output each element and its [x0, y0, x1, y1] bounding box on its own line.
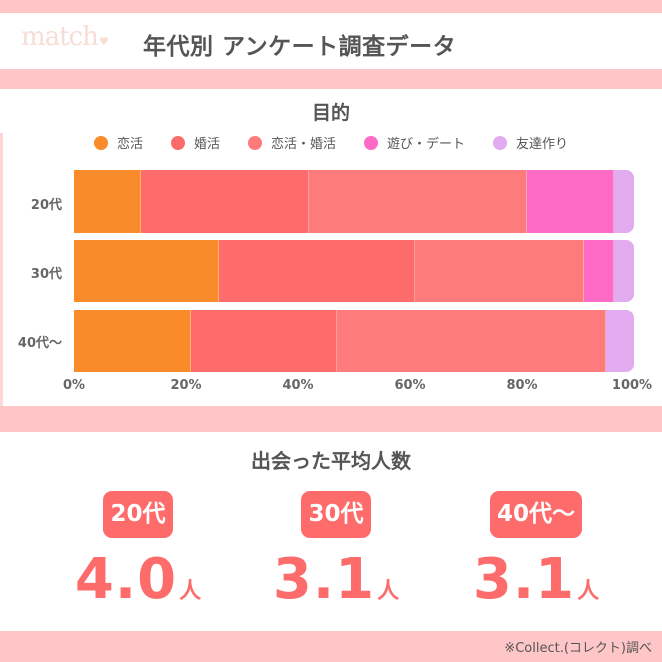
bar-segment [308, 170, 528, 233]
y-label-30s: 30代 [30, 267, 62, 282]
legend-item-koikatsu: 恋活 [93, 133, 143, 152]
legend-dot-icon [493, 135, 508, 150]
legend-item-koikatsu-konkatsu: 恋活・婚活 [247, 133, 336, 152]
legend-label: 友達作り [516, 137, 569, 152]
stat-unit: 人 [179, 579, 202, 604]
legend-dot-icon [93, 135, 108, 150]
bar-30s [73, 240, 635, 302]
bar-segment [415, 240, 584, 302]
x-tick: 40% [282, 378, 314, 393]
legend-dot-icon [247, 135, 262, 150]
bar-segment [336, 310, 606, 372]
x-tick: 60% [394, 378, 426, 393]
stat-number: 4.0 [74, 547, 178, 612]
bar-segment [73, 240, 220, 302]
bar-segment [73, 170, 141, 233]
bar-40s [73, 310, 635, 372]
legend-item-konkatsu: 婚活 [170, 133, 220, 152]
header-band [0, 69, 662, 89]
legend-dot-icon [364, 135, 378, 150]
stat-number: 3.1 [272, 547, 376, 612]
stat-number: 3.1 [472, 547, 576, 612]
chart-frame-top [0, 89, 662, 133]
y-label-20s: 20代 [30, 198, 62, 213]
logo: match♥ [21, 22, 109, 52]
bar-segment [140, 170, 309, 233]
stat-value: 3.1人 [236, 547, 436, 612]
chart-legend: 恋活 婚活 恋活・婚活 遊び・デート 友達作り [0, 133, 662, 152]
age-badge: 20代 [103, 491, 173, 538]
y-label-40s: 40代〜 [17, 336, 62, 351]
bar-segment [73, 310, 192, 372]
bar-segment [583, 240, 615, 302]
legend-label: 遊び・デート [387, 137, 466, 152]
age-badge: 40代〜 [489, 491, 582, 538]
heart-icon: ♥ [98, 35, 109, 48]
bar-segment [219, 240, 416, 302]
top-band [0, 0, 662, 13]
stat-unit: 人 [377, 579, 400, 604]
stat-20s: 20代 4.0人 [38, 491, 238, 612]
footer-band [0, 631, 662, 662]
bar-segment [191, 310, 337, 372]
legend-label: 恋活・婚活 [270, 137, 336, 152]
source-note: ※Collect.(コレクト)調べ [504, 641, 652, 656]
x-tick: 80% [506, 378, 538, 393]
age-badge: 30代 [301, 491, 371, 538]
stat-value: 3.1人 [436, 547, 636, 612]
section-title: 出会った平均人数 [251, 449, 411, 473]
legend-item-tomodachi: 友達作り [493, 133, 568, 152]
legend-label: 婚活 [193, 137, 220, 152]
stat-30s: 30代 3.1人 [236, 491, 436, 612]
middle-band [0, 406, 662, 432]
legend-label: 恋活 [116, 137, 143, 152]
bar-segment [605, 310, 634, 372]
header [0, 13, 662, 69]
legend-item-asobi-date: 遊び・デート [364, 133, 465, 152]
x-tick: 0% [62, 378, 86, 393]
legend-dot-icon [170, 135, 185, 150]
bar-segment [614, 240, 634, 302]
bar-segment [527, 170, 615, 233]
stat-value: 4.0人 [38, 547, 238, 612]
bar-segment [614, 170, 634, 233]
stat-40s: 40代〜 3.1人 [436, 491, 636, 612]
x-tick: 20% [170, 378, 202, 393]
stat-unit: 人 [577, 579, 600, 604]
logo-text: match [21, 22, 99, 52]
bar-20s [73, 170, 635, 233]
chart-title: 目的 [311, 102, 350, 124]
page-title: 年代別 アンケート調査データ [143, 34, 457, 60]
x-tick: 100% [611, 378, 653, 393]
